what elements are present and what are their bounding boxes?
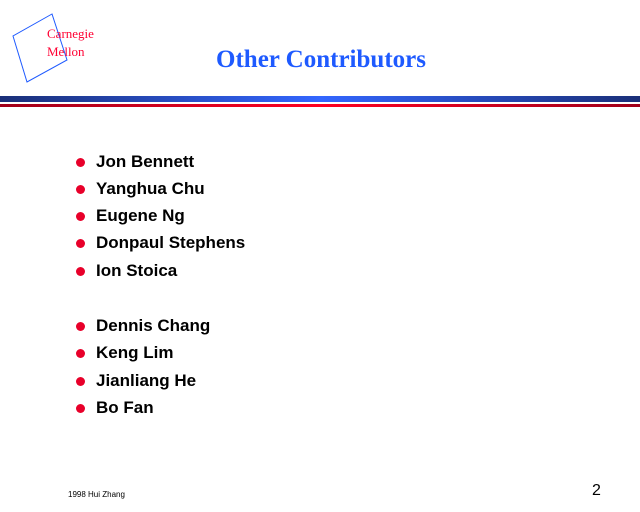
- bullet-icon: [76, 239, 85, 248]
- contributor-name: Jianliang He: [96, 371, 197, 390]
- bullet-icon: [76, 349, 85, 358]
- header-divider-blue: [0, 96, 640, 102]
- slide-title: Other Contributors: [216, 46, 426, 73]
- logo-text-mellon: Mellon: [47, 44, 85, 59]
- contributor-name: Jon Bennett: [96, 152, 195, 171]
- contributor-name: Ion Stoica: [96, 261, 178, 280]
- contributor-name: Keng Lim: [96, 343, 174, 362]
- contributor-name: Donpaul Stephens: [96, 233, 246, 252]
- bullet-icon: [76, 185, 85, 194]
- contributor-name: Dennis Chang: [96, 316, 211, 335]
- contributor-name: Yanghua Chu: [96, 179, 205, 198]
- bullet-icon: [76, 158, 85, 167]
- page-number: 2: [592, 482, 601, 499]
- contributor-name: Bo Fan: [96, 398, 154, 417]
- bullet-icon: [76, 322, 85, 331]
- bullet-icon: [76, 377, 85, 386]
- footer-credit: 1998 Hui Zhang: [68, 490, 125, 499]
- logo-text-carnegie: Carnegie: [47, 26, 94, 41]
- bullet-icon: [76, 267, 85, 276]
- header-divider-red: [0, 104, 640, 107]
- bullet-icon: [76, 212, 85, 221]
- logo-square-icon: [12, 13, 68, 83]
- bullet-icon: [76, 404, 85, 413]
- cmu-logo: Carnegie Mellon: [0, 0, 110, 90]
- contributor-name: Eugene Ng: [96, 206, 185, 225]
